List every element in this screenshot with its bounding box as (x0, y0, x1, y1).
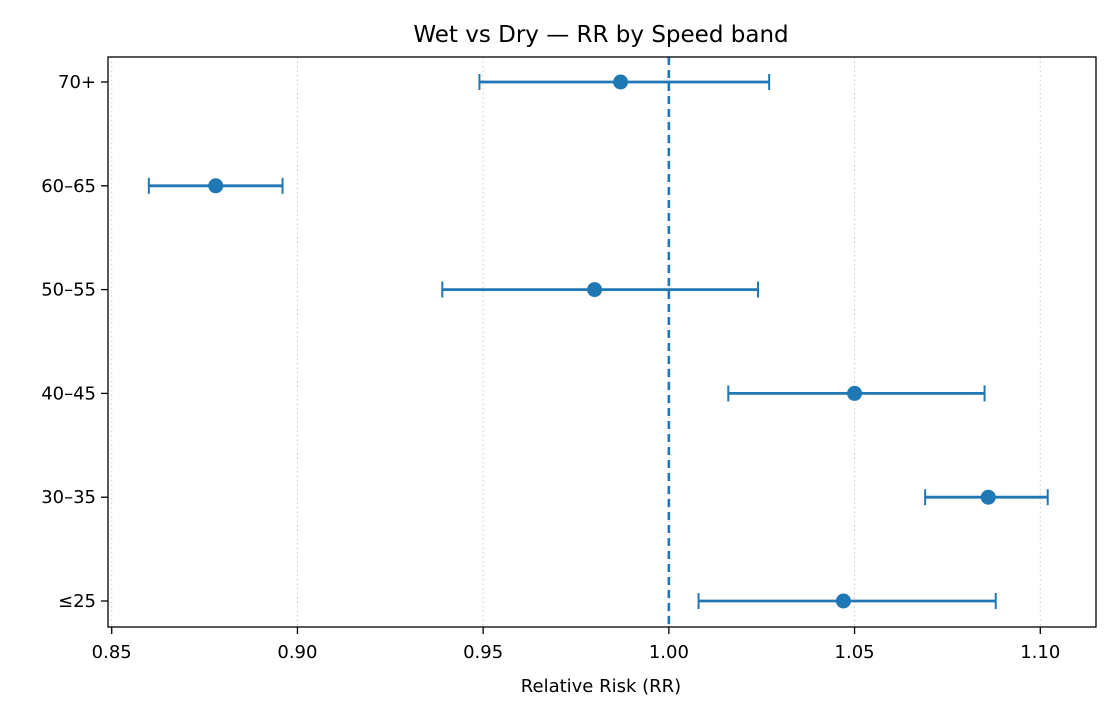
error-bar-group (147, 177, 284, 194)
error-bar-group (478, 74, 771, 90)
error-bar-group (697, 593, 997, 609)
point-marker (847, 385, 863, 401)
x-tick-label: 0.95 (463, 642, 503, 663)
y-tick-label: 30–35 (41, 487, 96, 508)
error-bar-group (727, 385, 986, 402)
point-marker (613, 74, 629, 90)
point-marker (587, 282, 603, 298)
chart-title: Wet vs Dry — RR by Speed band (413, 22, 788, 48)
point-marker (980, 489, 996, 505)
y-axis-ticks: ≤25 30–35 40–45 50–55 60–65 70+ (41, 72, 108, 612)
x-axis-label: Relative Risk (RR) (521, 676, 681, 697)
point-marker (208, 178, 224, 194)
y-tick-label: 50–55 (41, 280, 96, 301)
y-tick-label: 40–45 (41, 383, 96, 404)
x-tick-label: 1.05 (835, 642, 875, 663)
point-marker (835, 593, 851, 609)
x-tick-label: 0.90 (277, 642, 317, 663)
data-marks (147, 74, 1049, 609)
error-bar-group (441, 281, 759, 298)
grid-lines (111, 57, 1041, 627)
y-tick-label: ≤25 (58, 591, 96, 612)
x-axis-ticks: 0.85 0.90 0.95 1.00 1.05 1.10 (92, 627, 1060, 663)
y-tick-label: 70+ (58, 72, 96, 93)
x-tick-label: 0.85 (92, 642, 132, 663)
x-tick-label: 1.00 (649, 642, 689, 663)
x-tick-label: 1.10 (1020, 642, 1060, 663)
y-tick-label: 60–65 (41, 176, 96, 197)
error-bar-group (924, 489, 1049, 506)
plot-frame (107, 56, 1097, 628)
